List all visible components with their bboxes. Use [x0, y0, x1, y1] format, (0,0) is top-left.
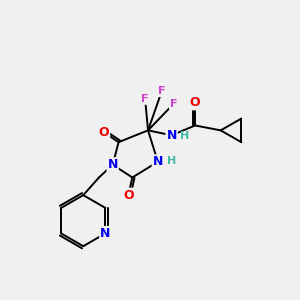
- Text: O: O: [99, 126, 109, 139]
- Text: H: H: [180, 131, 190, 141]
- Text: N: N: [167, 129, 177, 142]
- Text: N: N: [107, 158, 118, 171]
- Text: O: O: [190, 96, 200, 110]
- Text: F: F: [170, 99, 177, 109]
- Text: F: F: [141, 94, 149, 104]
- Text: N: N: [153, 155, 163, 168]
- Text: N: N: [100, 227, 110, 240]
- Text: H: H: [167, 156, 176, 166]
- Text: F: F: [158, 86, 166, 96]
- Text: O: O: [123, 189, 134, 202]
